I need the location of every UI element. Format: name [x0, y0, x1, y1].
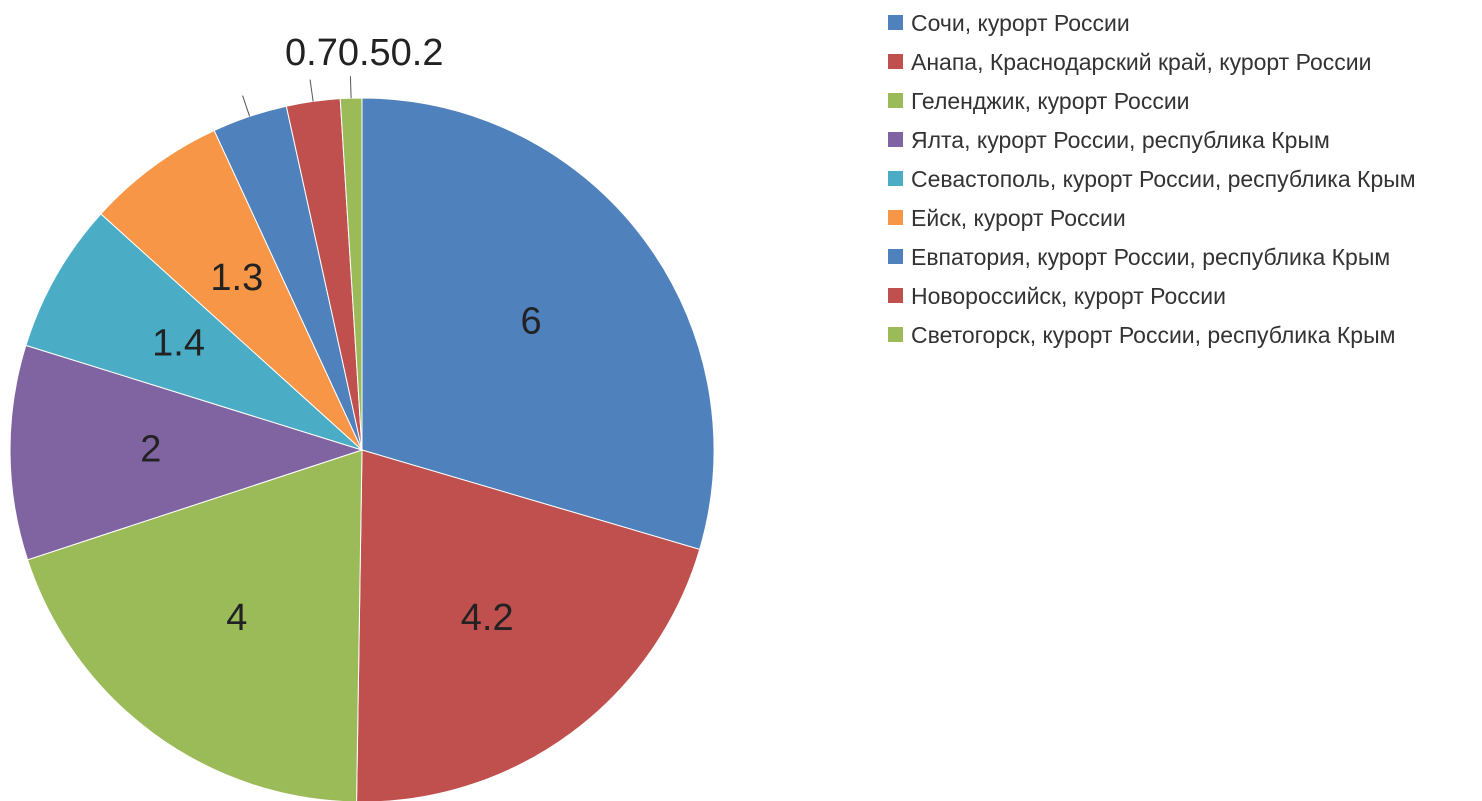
- legend-swatch: [888, 93, 903, 108]
- data-label: 6: [521, 301, 542, 343]
- data-label: 1.3: [210, 257, 263, 299]
- data-label: 4.2: [461, 597, 514, 639]
- legend-label: Евпатория, курорт России, республика Кры…: [911, 244, 1391, 270]
- data-label: 0.5: [338, 32, 391, 74]
- legend-entry: Новороссийск, курорт России: [888, 277, 1473, 316]
- data-label: 1.4: [152, 322, 205, 364]
- legend-label: Ялта, курорт России, республика Крым: [911, 127, 1330, 153]
- legend-swatch: [888, 54, 903, 69]
- legend-swatch: [888, 210, 903, 225]
- pie-slice: [26, 449, 363, 801]
- leader-line: [309, 79, 314, 102]
- pie-slice: [356, 449, 701, 801]
- pie-slice: [100, 129, 363, 451]
- legend-label: Анапа, Краснодарский край, курорт России: [911, 49, 1372, 75]
- pie-slice: [9, 344, 364, 561]
- data-label: 4: [226, 597, 247, 639]
- data-label: 0.2: [391, 32, 444, 74]
- data-label: 2: [140, 429, 161, 471]
- legend-label: Сочи, курорт России: [911, 10, 1130, 36]
- legend-swatch: [888, 249, 903, 264]
- legend-entry: Севастополь, курорт России, республика К…: [888, 160, 1473, 199]
- pie-slice: [361, 97, 715, 551]
- legend-swatch: [888, 132, 903, 147]
- legend-entry: Анапа, Краснодарский край, курорт России: [888, 43, 1473, 82]
- legend-label: Светогорск, курорт России, республика Кр…: [911, 322, 1396, 348]
- leader-line: [242, 95, 251, 117]
- legend-entry: Ялта, курорт России, республика Крым: [888, 121, 1473, 160]
- pie-slice: [25, 213, 363, 451]
- data-label: 0.7: [285, 32, 338, 74]
- legend-entry: Ейск, курорт России: [888, 199, 1473, 238]
- pie-area: 6 4.2 4 2 1.41.3 0.7 0.5 0.2: [9, 32, 715, 801]
- leader-line: [349, 76, 352, 99]
- legend-label: Новороссийск, курорт России: [911, 283, 1226, 309]
- legend-entry: Евпатория, курорт России, республика Кры…: [888, 238, 1473, 277]
- legend-entry: Светогорск, курорт России, республика Кр…: [888, 316, 1473, 355]
- legend-swatch: [888, 288, 903, 303]
- legend-label: Геленджик, курорт России: [911, 88, 1190, 114]
- legend-swatch: [888, 171, 903, 186]
- legend-entry: Сочи, курорт России: [888, 4, 1473, 43]
- legend-label: Ейск, курорт России: [911, 205, 1126, 231]
- legend-entry: Геленджик, курорт России: [888, 82, 1473, 121]
- legend-label: Севастополь, курорт России, республика К…: [911, 166, 1416, 192]
- legend: Сочи, курорт России Анапа, Краснодарский …: [888, 4, 1473, 355]
- legend-swatch: [888, 15, 903, 30]
- legend-swatch: [888, 327, 903, 342]
